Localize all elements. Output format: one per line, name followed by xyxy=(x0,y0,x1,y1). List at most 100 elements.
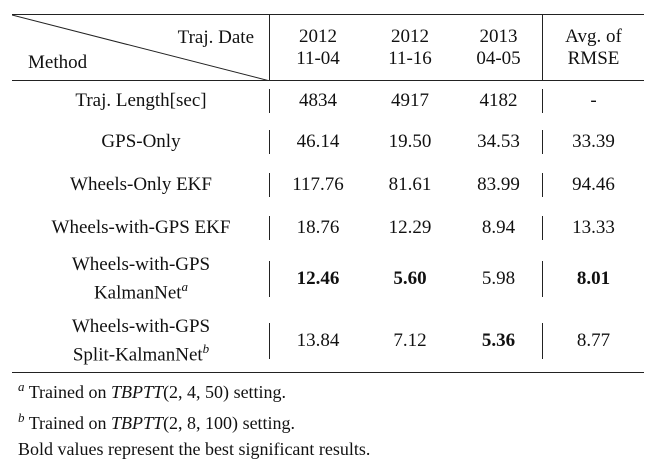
divider xyxy=(542,261,543,297)
note-args: (2, 4, 50) xyxy=(163,382,230,402)
best-value: 5.36 xyxy=(481,329,516,351)
method-line: Split-KalmanNet xyxy=(72,343,203,365)
value-cell: - xyxy=(543,81,644,121)
value-cell: 117.76 xyxy=(270,164,366,207)
note-text: setting. xyxy=(233,382,287,402)
divider xyxy=(269,215,270,240)
header-line: 2012 xyxy=(391,25,429,47)
value: 4834 xyxy=(299,89,337,111)
value: 4917 xyxy=(391,89,429,111)
table-row: Wheels-with-GPS KalmanNeta 12.46 5.60 5.98 8.… xyxy=(12,249,644,310)
method-line: Wheels-Only EKF xyxy=(70,174,212,195)
value-cell: 34.53 xyxy=(454,121,543,164)
divider xyxy=(542,322,543,359)
table-row: GPS-Only 46.14 19.50 34.53 33.39 xyxy=(12,121,644,164)
divider xyxy=(542,88,543,113)
value-cell: 8.94 xyxy=(454,207,543,249)
divider xyxy=(542,130,543,154)
note-text: Trained on xyxy=(28,382,107,402)
header-line: 11-16 xyxy=(388,47,432,69)
method-cell: Wheels-with-GPS KalmanNeta xyxy=(12,249,270,310)
method-cell: Traj. Length[sec] xyxy=(12,81,270,121)
divider xyxy=(269,322,270,359)
value: - xyxy=(590,89,597,111)
method-cell: GPS-Only xyxy=(12,121,270,164)
best-value: 8.01 xyxy=(576,268,611,289)
note-italic: TBPTT xyxy=(111,413,164,433)
footnote-mark: b xyxy=(18,410,25,425)
value: 5.98 xyxy=(481,268,516,289)
value: 83.99 xyxy=(477,174,520,195)
value-cell: 4834 xyxy=(270,81,366,121)
value: 33.39 xyxy=(572,131,615,152)
value-cell: 94.46 xyxy=(543,164,644,207)
divider xyxy=(269,261,270,297)
value-cell: 81.61 xyxy=(366,164,454,207)
value-cell: 5.98 xyxy=(454,249,543,310)
table-row: Wheels-with-GPS Split-KalmanNetb 13.84 7.12… xyxy=(12,310,644,373)
value: 7.12 xyxy=(393,329,427,351)
value: 34.53 xyxy=(477,131,520,152)
table-header: Traj. Date Method 2012 11-04 2012 11-16 2013… xyxy=(12,14,644,81)
note: Bold values represent the best significa… xyxy=(18,436,370,462)
divider xyxy=(269,88,270,113)
value: 94.46 xyxy=(572,174,615,195)
header-line: 11-04 xyxy=(296,47,340,69)
value: 8.94 xyxy=(481,216,516,238)
note-text: Trained on xyxy=(28,413,107,433)
table-body: Traj. Length[sec] 4834 4917 4182 - GPS-Only 46… xyxy=(12,81,644,373)
value-cell: 83.99 xyxy=(454,164,543,207)
divider xyxy=(269,15,270,80)
method-line: Wheels-with-GPS xyxy=(71,315,211,337)
value: 12.29 xyxy=(388,216,432,238)
results-table: Traj. Date Method 2012 11-04 2012 11-16 2013… xyxy=(12,14,644,373)
table-row: Wheels-Only EKF 117.76 81.61 83.99 94.46 xyxy=(12,164,644,207)
value: 4182 xyxy=(479,89,518,111)
method-line: Traj. Length[sec] xyxy=(75,89,207,111)
corner-cell: Traj. Date Method xyxy=(12,15,270,81)
value-cell: 12.46 xyxy=(270,249,366,310)
divider xyxy=(269,173,270,197)
header-row: Traj. Date Method 2012 11-04 2012 11-16 2013… xyxy=(12,14,644,81)
value-cell: 5.60 xyxy=(366,249,454,310)
method-cell: Wheels-with-GPS Split-KalmanNetb xyxy=(12,310,270,373)
footnote-mark: a xyxy=(181,278,189,294)
column-header: 2013 04-05 xyxy=(454,15,543,81)
note-text: setting. xyxy=(242,413,296,433)
footnote-mark: a xyxy=(18,379,25,394)
column-header: Avg. of RMSE xyxy=(543,15,644,81)
value: 13.84 xyxy=(296,329,340,351)
best-value: 12.46 xyxy=(296,268,340,289)
value-cell: 4182 xyxy=(454,81,543,121)
value-cell: 12.29 xyxy=(366,207,454,249)
divider xyxy=(542,173,543,197)
value: 13.33 xyxy=(572,216,615,238)
note: b Trained on TBPTT(2, 8, 100) setting. xyxy=(18,405,370,436)
method-line: GPS-Only xyxy=(101,131,181,152)
value-cell: 18.76 xyxy=(270,207,366,249)
value-cell: 4917 xyxy=(366,81,454,121)
footnote-mark: b xyxy=(202,340,210,356)
column-header: 2012 11-04 xyxy=(270,15,366,81)
best-value: 5.60 xyxy=(393,268,427,289)
value: 19.50 xyxy=(388,131,432,152)
value-cell: 7.12 xyxy=(366,310,454,373)
value-cell: 5.36 xyxy=(454,310,543,373)
method-line: Wheels-with-GPS xyxy=(71,253,211,275)
value-cell: 19.50 xyxy=(366,121,454,164)
header-line: RMSE xyxy=(567,47,620,69)
notes: a Trained on TBPTT(2, 4, 50) setting. b T… xyxy=(18,374,370,462)
value: 8.77 xyxy=(576,329,611,351)
value-cell: 8.77 xyxy=(543,310,644,373)
table-row: Wheels-with-GPS EKF 18.76 12.29 8.94 13.33 xyxy=(12,207,644,249)
value-cell: 13.33 xyxy=(543,207,644,249)
method-cell: Wheels-with-GPS EKF xyxy=(12,207,270,249)
value-cell: 13.84 xyxy=(270,310,366,373)
diagonal xyxy=(12,15,270,81)
value-cell: 8.01 xyxy=(543,249,644,310)
header-line: 2013 xyxy=(479,25,518,47)
note: a Trained on TBPTT(2, 4, 50) setting. xyxy=(18,374,370,405)
value: 18.76 xyxy=(296,216,340,238)
method-cell: Wheels-Only EKF xyxy=(12,164,270,207)
